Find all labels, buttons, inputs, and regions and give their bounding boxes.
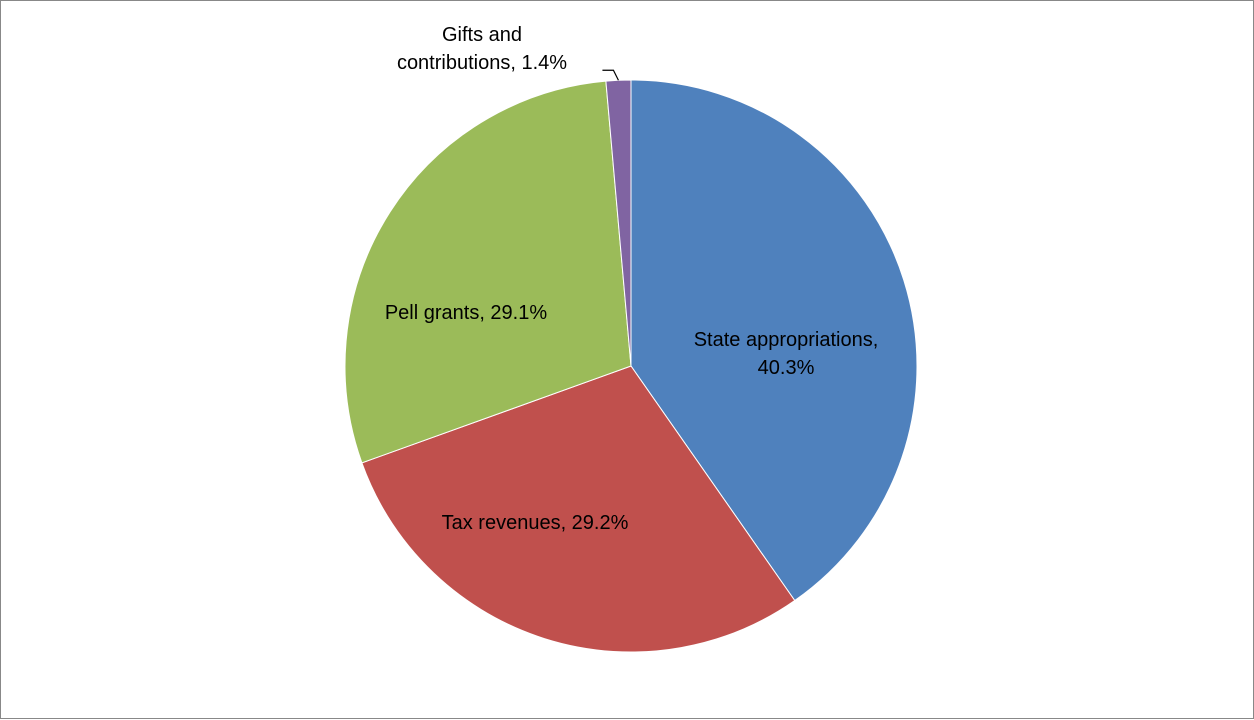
pie-slice-gifts-and-contributions <box>605 79 632 367</box>
pie-slice-tax-revenues <box>361 365 796 653</box>
data-label-pell-grants: Pell grants, 29.1% <box>385 302 548 324</box>
pie-slice-state-appropriations <box>630 79 918 602</box>
pie-slice-pell-grants <box>344 80 632 464</box>
data-label-tax-revenues: Tax revenues, 29.2% <box>442 512 629 534</box>
data-label-state-appropriations: State appropriations, 40.3% <box>694 329 879 379</box>
data-label-gifts-and-contributions: Gifts and contributions, 1.4% <box>397 24 567 74</box>
leader-line-gifts-and-contributions <box>602 69 619 81</box>
